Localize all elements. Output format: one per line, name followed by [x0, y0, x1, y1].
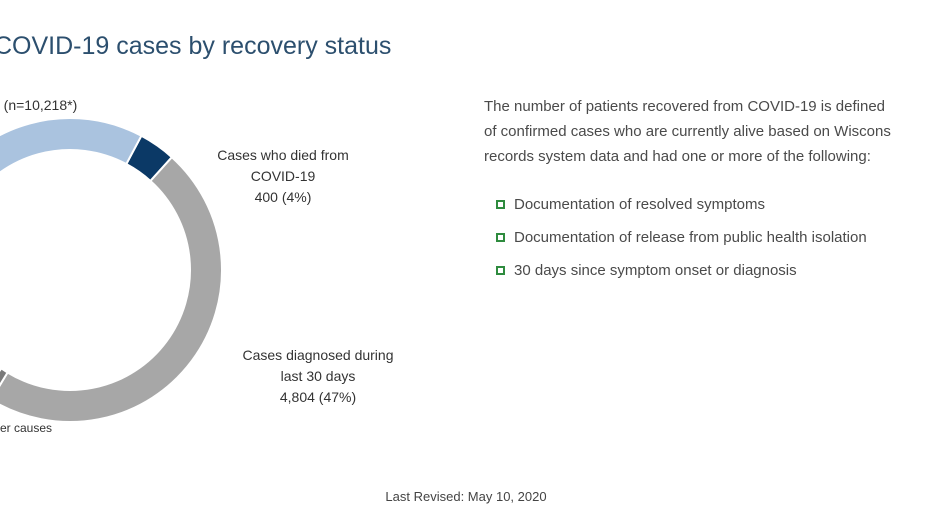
square-bullet-icon — [496, 200, 505, 209]
definition-text: The number of patients recovered from CO… — [484, 94, 891, 169]
criteria-list: Documentation of resolved symptoms Docum… — [496, 188, 867, 287]
slice-label-died: Cases who died from COVID-19 400 (4%) — [183, 145, 383, 208]
donut-chart — [0, 117, 223, 423]
square-bullet-icon — [496, 233, 505, 242]
slice-label-other: ther causes — [0, 421, 53, 435]
list-item-text: Documentation of release from public hea… — [514, 229, 867, 246]
slice-label-recent-value: 4,804 (47%) — [279, 389, 357, 405]
list-item: 30 days since symptom onset or diagnosis — [496, 254, 867, 287]
list-item: Documentation of release from public hea… — [496, 221, 867, 254]
list-item: Documentation of resolved symptoms — [496, 188, 867, 221]
slice-label-died-line2: COVID-19 — [250, 168, 316, 184]
list-item-text: Documentation of resolved symptoms — [514, 196, 765, 213]
slice-label-died-line1: Cases who died from — [217, 147, 349, 163]
slice-label-recent-line2: last 30 days — [280, 368, 356, 384]
square-bullet-icon — [496, 266, 505, 275]
last-revised: Last Revised: May 10, 2020 — [385, 489, 547, 504]
slice-label-recent-line1: Cases diagnosed during — [242, 347, 394, 363]
donut-slice-recovered — [0, 117, 143, 372]
list-item-text: 30 days since symptom onset or diagnosis — [514, 262, 797, 279]
chart-title: COVID-19 cases by recovery status — [0, 32, 392, 60]
slice-label-recent: Cases diagnosed during last 30 days 4,80… — [218, 345, 418, 408]
chart-subtitle: 0 (n=10,218*) — [0, 97, 78, 113]
donut-slice-recent — [0, 155, 223, 423]
slice-label-died-value: 400 (4%) — [254, 189, 312, 205]
definition-line: of confirmed cases who are currently ali… — [484, 123, 891, 140]
definition-line: The number of patients recovered from CO… — [484, 98, 886, 115]
definition-line: records system data and had one or more … — [484, 148, 871, 165]
